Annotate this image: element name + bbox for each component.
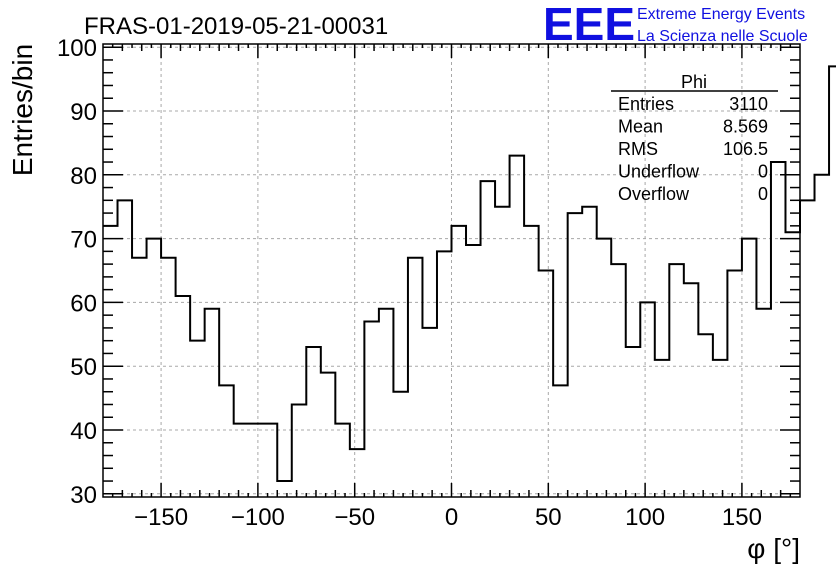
x-tick-labels: −150 −100 −50 0 50 100 150 bbox=[134, 504, 762, 531]
x-axis-label: φ [°] bbox=[747, 533, 800, 564]
y-tick-label-1: 40 bbox=[70, 418, 97, 445]
x-tick-label-5: 100 bbox=[625, 504, 665, 531]
x-tick-label-2: −50 bbox=[334, 504, 375, 531]
stats-label-overflow: Overflow bbox=[618, 184, 690, 204]
histogram-series bbox=[103, 65, 836, 483]
stats-label-mean: Mean bbox=[618, 117, 663, 137]
x-tick-label-1: −100 bbox=[231, 504, 285, 531]
stats-label-rms: RMS bbox=[618, 139, 658, 159]
stats-value-mean: 8.569 bbox=[723, 117, 768, 137]
x-tick-label-6: 150 bbox=[722, 504, 762, 531]
logo-line-2: La Scienza nelle Scuole bbox=[637, 28, 808, 45]
stats-box: Phi Entries 3110 Mean 8.569 RMS 106.5 Underflo… bbox=[611, 72, 778, 204]
histogram-outline bbox=[103, 65, 836, 483]
x-tick-label-3: 0 bbox=[445, 504, 458, 531]
stats-label-underflow: Underflow bbox=[618, 162, 700, 182]
stats-value-entries: 3110 bbox=[729, 94, 768, 114]
y-axis-label: Entries/bin bbox=[7, 44, 38, 176]
y-tick-label-0: 30 bbox=[70, 482, 97, 509]
logo-line-1: Extreme Energy Events bbox=[637, 6, 805, 23]
stats-value-underflow: 0 bbox=[758, 162, 768, 182]
eee-logo: EEE Extreme Energy Events La Scienza nel… bbox=[543, 0, 808, 50]
y-tick-label-2: 50 bbox=[70, 354, 97, 381]
y-tick-label-3: 60 bbox=[70, 290, 97, 317]
y-tick-labels: 30 40 50 60 70 80 90 100 bbox=[57, 35, 97, 509]
x-tick-label-4: 50 bbox=[535, 504, 562, 531]
chart-title: FRAS-01-2019-05-21-00031 bbox=[84, 13, 388, 40]
stats-value-rms: 106.5 bbox=[723, 139, 768, 159]
axis-ticks bbox=[103, 44, 800, 497]
logo-mark: EEE bbox=[543, 0, 635, 50]
stats-rows: Entries 3110 Mean 8.569 RMS 106.5 Underflow 0 Ov… bbox=[618, 94, 768, 204]
y-tick-label-6: 90 bbox=[70, 99, 97, 126]
y-tick-label-4: 70 bbox=[70, 227, 97, 254]
y-tick-label-5: 80 bbox=[70, 163, 97, 190]
stats-value-overflow: 0 bbox=[758, 184, 768, 204]
stats-box-title: Phi bbox=[681, 72, 707, 92]
stats-label-entries: Entries bbox=[618, 94, 674, 114]
y-tick-label-7: 100 bbox=[57, 35, 97, 62]
x-tick-label-0: −150 bbox=[134, 504, 188, 531]
grid bbox=[103, 44, 800, 497]
